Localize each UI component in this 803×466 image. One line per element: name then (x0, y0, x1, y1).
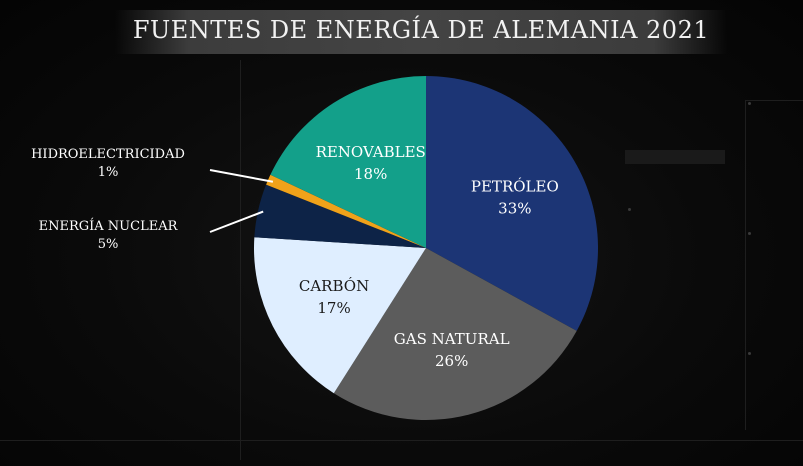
decorative-line (625, 150, 725, 164)
pie-slice-3 (254, 184, 426, 248)
leader-line (209, 210, 264, 233)
slice-name-label: PETRÓLEO (471, 177, 559, 195)
decorative-dot (748, 352, 751, 355)
slice-value-label: 33% (498, 199, 531, 217)
pie-slice-0 (426, 76, 598, 331)
pie-slice-2 (254, 237, 426, 394)
slice-value-label: 17% (317, 299, 350, 317)
slice-value-label: 26% (435, 352, 468, 370)
decorative-dot (748, 102, 751, 105)
decorative-line (0, 440, 803, 441)
decorative-line (745, 100, 803, 101)
pie-slice-4 (266, 174, 426, 248)
slice-name-label: ENERGÍA NUCLEAR (39, 218, 179, 234)
pie-slice-1 (333, 248, 577, 420)
slice-value-label: 5% (98, 237, 119, 252)
decorative-dot (748, 232, 751, 235)
decorative-line (240, 60, 241, 460)
slice-name-label: CARBÓN (299, 277, 369, 295)
title-band (115, 10, 727, 54)
slice-name-label: HIDROELECTRICIDAD (31, 147, 185, 162)
decorative-line (745, 100, 746, 430)
leader-line (209, 169, 274, 183)
chart-title: FUENTES DE ENERGÍA DE ALEMANIA 2021 (132, 16, 710, 44)
slice-name-label: RENOVABLES (316, 143, 426, 161)
pie-slice-5 (270, 76, 426, 248)
slice-value-label: 1% (98, 165, 119, 180)
slice-name-label: GAS NATURAL (394, 330, 510, 348)
slice-value-label: 18% (354, 165, 387, 183)
decorative-dot (628, 208, 631, 211)
